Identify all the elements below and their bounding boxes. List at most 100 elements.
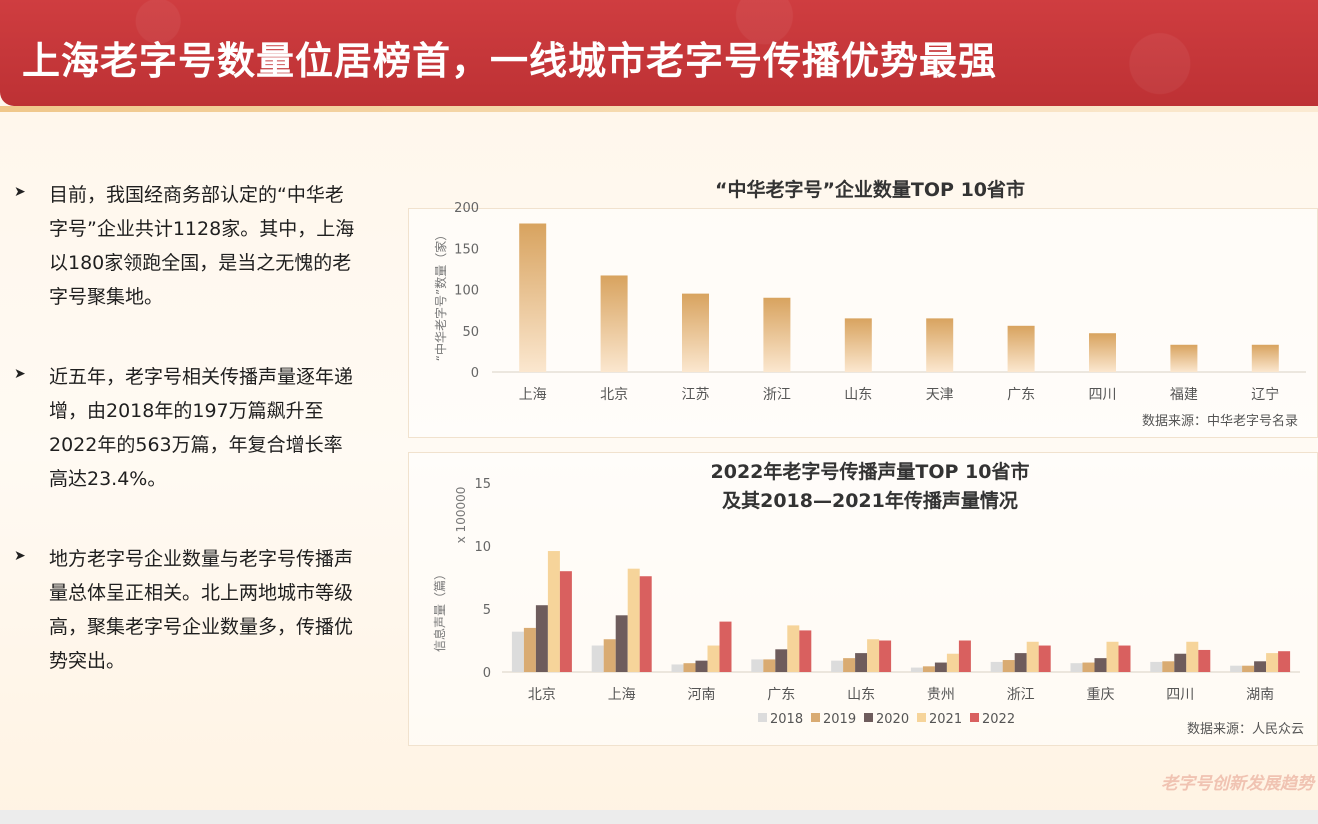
chart2-bar-北京-2019 — [523, 627, 536, 672]
legend-swatch-2018 — [758, 713, 767, 722]
chart2-bar-四川-2021 — [1186, 641, 1199, 672]
chart2-x-tick-label: 贵州 — [927, 687, 955, 703]
bullet-text-2: 近五年，老字号相关传播声量逐年递增，由2018年的197万篇飙升至2022年的5… — [49, 366, 354, 490]
chart2-bar-重庆-2019 — [1082, 662, 1095, 672]
chart1-bar-四川 — [1089, 333, 1116, 372]
chart2-bar-四川-2019 — [1162, 661, 1175, 672]
chart2-bar-河南-2022 — [719, 621, 732, 672]
chart2-x-tick-label: 浙江 — [1007, 687, 1035, 703]
chart2-bar-浙江-2019 — [1002, 660, 1015, 672]
chart2-bar-北京-2022 — [559, 571, 572, 672]
chart2-bar-四川-2020 — [1174, 653, 1187, 672]
chart2-bar-浙江-2021 — [1026, 641, 1039, 672]
chart2-bar-上海-2021 — [627, 568, 640, 672]
arrowhead-bullet-icon: ➤ — [14, 366, 26, 382]
chart2-bar-湖南-2022 — [1278, 651, 1291, 672]
legend-swatch-2020 — [864, 713, 873, 722]
page-title: 上海老字号数量位居榜首，一线城市老字号传播优势最强 — [22, 39, 998, 83]
chart2-y-axis-label: 信息声量（篇） — [432, 568, 447, 652]
chart2-bar-贵州-2022 — [958, 640, 971, 672]
footer-band — [0, 810, 1318, 824]
chart2-y-tick-label: 15 — [474, 477, 491, 492]
chart1-y-tick-label: 0 — [471, 366, 479, 381]
chart2-bar-北京-2021 — [547, 551, 560, 672]
chart1-x-tick-label: 北京 — [600, 387, 628, 403]
chart1-x-tick-label: 广东 — [1007, 387, 1035, 403]
chart2-bar-广东-2019 — [763, 659, 776, 672]
chart1-x-tick-label: 福建 — [1170, 387, 1198, 403]
chart1-x-tick-label: 上海 — [519, 387, 547, 403]
chart2-bar-上海-2019 — [603, 639, 616, 672]
legend-swatch-2019 — [811, 713, 820, 722]
chart2-y-tick-label: 10 — [474, 540, 491, 555]
chart2-bar-湖南-2021 — [1266, 653, 1279, 672]
legend-label-2022: 2022 — [982, 712, 1015, 727]
chart1-bar-辽宁 — [1251, 344, 1279, 372]
legend-swatch-2021 — [917, 713, 926, 722]
legend-swatch-2022 — [970, 713, 979, 722]
chart1-x-tick-label: 四川 — [1089, 387, 1117, 403]
chart2-bar-广东-2018 — [751, 659, 764, 672]
chart2-title: 2022年老字号传播声量TOP 10省市 — [711, 460, 1030, 483]
chart2-bar-北京-2018 — [511, 631, 524, 672]
chart1-y-tick-label: 50 — [462, 325, 479, 340]
chart2-bar-重庆-2020 — [1094, 658, 1107, 672]
chart2-bar-湖南-2019 — [1242, 665, 1255, 672]
chart2-x-tick-label: 湖南 — [1246, 687, 1274, 703]
chart1-y-tick-label: 150 — [454, 242, 479, 257]
chart2-bar-重庆-2022 — [1118, 645, 1131, 672]
chart2-bar-上海-2018 — [591, 645, 604, 672]
chart2-x-tick-label: 北京 — [528, 687, 556, 703]
chart1-source: 数据来源：中华老字号名录 — [1142, 413, 1298, 429]
chart2-subtitle: 及其2018—2021年传播声量情况 — [722, 489, 1018, 512]
chart2-x-tick-label: 山东 — [847, 687, 875, 703]
chart2-bar-四川-2022 — [1198, 649, 1211, 672]
chart2-bar-山东-2020 — [855, 653, 868, 672]
chart2-bar-山东-2021 — [867, 639, 880, 672]
chart2-bar-湖南-2018 — [1230, 665, 1243, 672]
chart2-source: 数据来源：人民众云 — [1187, 722, 1304, 737]
chart2-bar-贵州-2021 — [946, 653, 959, 672]
chart2-bar-重庆-2021 — [1106, 641, 1119, 672]
chart1-bar-福建 — [1170, 344, 1198, 372]
chart2-bar-河南-2020 — [695, 660, 708, 672]
bullet-text-1: 目前，我国经商务部认定的“中华老字号”企业共计1128家。其中，上海以180家领… — [49, 184, 355, 308]
legend-label-2021: 2021 — [929, 712, 962, 727]
chart2-x-tick-label: 重庆 — [1087, 687, 1115, 703]
chart2-bar-贵州-2018 — [910, 667, 923, 672]
chart1-x-tick-label: 辽宁 — [1251, 386, 1279, 403]
chart2-x-tick-label: 四川 — [1166, 687, 1194, 703]
chart2-bar-重庆-2018 — [1070, 663, 1083, 672]
chart2-bar-上海-2020 — [615, 615, 628, 672]
chart2-bar-山东-2022 — [879, 640, 892, 672]
chart2-bar-广东-2021 — [787, 625, 800, 672]
chart1-title: “中华老字号”企业数量TOP 10省市 — [715, 178, 1025, 201]
chart1-x-tick-label: 山东 — [844, 387, 872, 403]
chart2-bar-湖南-2020 — [1254, 661, 1267, 672]
chart1-bar-江苏 — [682, 293, 709, 372]
chart1-bar-天津 — [926, 318, 954, 372]
chart2-bar-山东-2018 — [831, 660, 844, 672]
chart2-bar-贵州-2020 — [934, 662, 947, 672]
chart2-bar-河南-2018 — [671, 664, 684, 672]
chart1-bar-北京 — [600, 275, 628, 372]
footer-watermark: 老字号创新发展趋势 — [1161, 774, 1314, 794]
chart1-y-tick-label: 100 — [454, 284, 479, 299]
chart2-bar-浙江-2022 — [1038, 645, 1051, 672]
header-banner — [0, 0, 1318, 106]
chart2-bar-北京-2020 — [535, 605, 548, 672]
arrowhead-bullet-icon: ➤ — [14, 184, 26, 200]
legend-label-2020: 2020 — [876, 712, 909, 727]
chart2-x-tick-label: 上海 — [608, 687, 636, 703]
chart2-bar-浙江-2018 — [990, 661, 1003, 672]
header-divider — [0, 106, 1318, 112]
chart2-bar-四川-2018 — [1150, 661, 1163, 672]
chart1-bar-上海 — [519, 223, 547, 372]
chart1-x-tick-label: 浙江 — [763, 387, 791, 403]
chart2-y-tick-label: 5 — [483, 603, 491, 618]
chart2-bar-浙江-2020 — [1014, 653, 1027, 672]
bullet-text-3: 地方老字号企业数量与老字号传播声量总体呈正相关。北上两地城市等级高，聚集老字号企… — [49, 548, 354, 672]
arrowhead-bullet-icon: ➤ — [14, 548, 26, 564]
chart2-bar-广东-2022 — [799, 630, 812, 672]
